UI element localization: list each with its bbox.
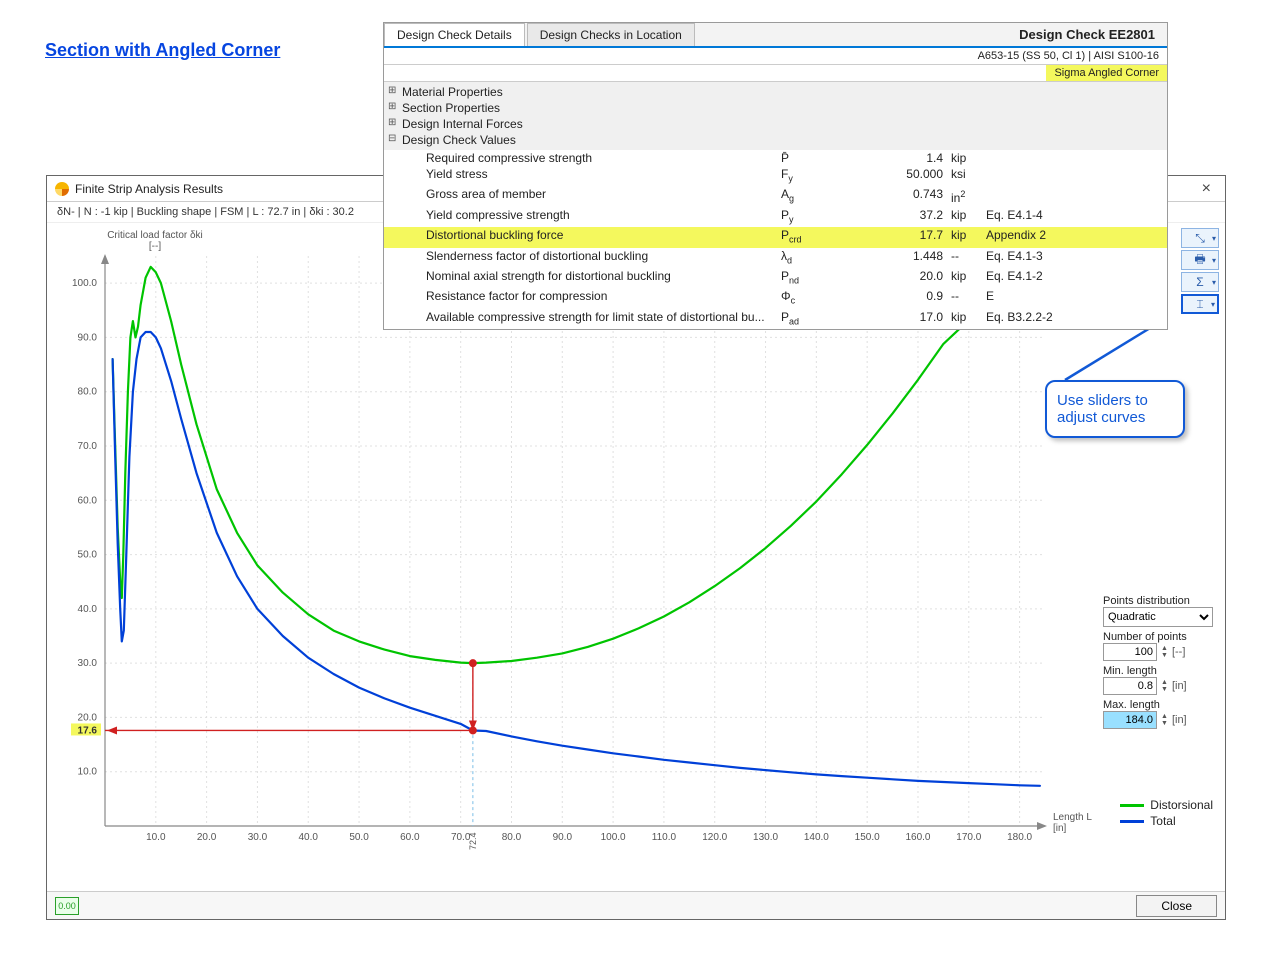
svg-text:170.0: 170.0 bbox=[956, 832, 981, 843]
svg-text:30.0: 30.0 bbox=[248, 832, 268, 843]
svg-text:100.0: 100.0 bbox=[72, 278, 97, 289]
svg-text:70.0: 70.0 bbox=[78, 441, 98, 452]
svg-text:90.0: 90.0 bbox=[553, 832, 573, 843]
svg-text:Critical load factor δki: Critical load factor δki bbox=[107, 230, 203, 241]
value-row: Available compressive strength for limit… bbox=[384, 309, 1167, 329]
svg-text:120.0: 120.0 bbox=[702, 832, 727, 843]
value-row: Required compressive strengthP̄1.4kip bbox=[384, 150, 1167, 166]
meta-shape: Sigma Angled Corner bbox=[1046, 65, 1167, 81]
dc-tabs: Design Check Details Design Checks in Lo… bbox=[384, 23, 1167, 48]
svg-text:90.0: 90.0 bbox=[78, 332, 98, 343]
value-row: Distortional buckling forcePcrd17.7kipAp… bbox=[384, 227, 1167, 247]
svg-text:20.0: 20.0 bbox=[197, 832, 217, 843]
meta-norm: A653-15 (SS 50, Cl 1) | AISI S100-16 bbox=[970, 48, 1167, 64]
svg-text:60.0: 60.0 bbox=[400, 832, 420, 843]
svg-text:40.0: 40.0 bbox=[299, 832, 319, 843]
value-row: Gross area of memberAg0.743in2 bbox=[384, 186, 1167, 206]
dist-label: Points distribution bbox=[1103, 595, 1213, 607]
chart-title: Finite Strip Analysis Results bbox=[75, 182, 223, 196]
print-icon[interactable]: 🖶▾ bbox=[1181, 250, 1219, 270]
svg-text:50.0: 50.0 bbox=[349, 832, 369, 843]
zoom-indicator[interactable]: 0.00 bbox=[55, 897, 79, 915]
svg-text:80.0: 80.0 bbox=[78, 387, 98, 398]
minl-unit: [in] bbox=[1172, 680, 1187, 692]
legend-item: Total bbox=[1120, 814, 1213, 828]
fsa-icon bbox=[55, 182, 69, 196]
dc-meta: A653-15 (SS 50, Cl 1) | AISI S100-16 bbox=[384, 48, 1167, 65]
npts-label: Number of points bbox=[1103, 631, 1213, 643]
axes-icon[interactable]: ⤡▾ bbox=[1181, 228, 1219, 248]
npts-stepper[interactable]: ▲▼ bbox=[1161, 645, 1168, 659]
dc-values: Required compressive strengthP̄1.4kipYie… bbox=[384, 150, 1167, 329]
close-icon[interactable]: × bbox=[1196, 180, 1217, 198]
svg-text:[--]: [--] bbox=[149, 241, 161, 252]
svg-text:10.0: 10.0 bbox=[146, 832, 166, 843]
svg-text:100.0: 100.0 bbox=[601, 832, 626, 843]
svg-text:150.0: 150.0 bbox=[855, 832, 880, 843]
minl-input[interactable] bbox=[1103, 677, 1157, 695]
value-row: Yield stressFy50.000ksi bbox=[384, 166, 1167, 186]
section-heading-link[interactable]: Section with Angled Corner bbox=[45, 40, 280, 61]
maxl-stepper[interactable]: ▲▼ bbox=[1161, 713, 1168, 727]
chart-footer: 0.00 Close bbox=[47, 891, 1225, 919]
npts-input[interactable] bbox=[1103, 643, 1157, 661]
minl-stepper[interactable]: ▲▼ bbox=[1161, 679, 1168, 693]
svg-text:80.0: 80.0 bbox=[502, 832, 522, 843]
value-row: Resistance factor for compressionΦc0.9--… bbox=[384, 288, 1167, 308]
right-icon-strip: ⤡▾🖶▾Σ▾⌶▾ bbox=[1181, 228, 1219, 314]
dc-tree: Material PropertiesSection PropertiesDes… bbox=[384, 82, 1167, 150]
svg-text:140.0: 140.0 bbox=[804, 832, 829, 843]
sliders-icon[interactable]: ⌶▾ bbox=[1181, 294, 1219, 314]
value-row: Nominal axial strength for distortional … bbox=[384, 268, 1167, 288]
svg-text:10.0: 10.0 bbox=[78, 767, 98, 778]
svg-text:20.0: 20.0 bbox=[78, 712, 98, 723]
tab-design-check-details[interactable]: Design Check Details bbox=[384, 23, 525, 46]
dist-select[interactable]: Quadratic bbox=[1103, 607, 1213, 627]
svg-text:30.0: 30.0 bbox=[78, 658, 98, 669]
tree-row[interactable]: Material Properties bbox=[384, 84, 1167, 100]
design-check-panel: Design Check Details Design Checks in Lo… bbox=[383, 22, 1168, 330]
minl-label: Min. length bbox=[1103, 665, 1213, 677]
svg-text:72.4: 72.4 bbox=[468, 832, 478, 850]
value-row: Slenderness factor of distortional buckl… bbox=[384, 248, 1167, 268]
svg-text:[in]: [in] bbox=[1053, 823, 1067, 834]
tree-row[interactable]: Section Properties bbox=[384, 100, 1167, 116]
legend: Distorsional Total bbox=[1120, 796, 1213, 830]
close-button[interactable]: Close bbox=[1136, 895, 1217, 917]
npts-unit: [--] bbox=[1172, 646, 1185, 658]
maxl-input[interactable] bbox=[1103, 711, 1157, 729]
legend-item: Distorsional bbox=[1120, 798, 1213, 812]
svg-text:110.0: 110.0 bbox=[652, 832, 677, 843]
svg-text:130.0: 130.0 bbox=[753, 832, 778, 843]
tab-design-checks-location[interactable]: Design Checks in Location bbox=[527, 23, 695, 46]
maxl-label: Max. length bbox=[1103, 699, 1213, 711]
value-row: Yield compressive strengthPy37.2kipEq. E… bbox=[384, 207, 1167, 227]
callout-tip: Use sliders to adjust curves bbox=[1045, 380, 1185, 438]
svg-text:180.0: 180.0 bbox=[1007, 832, 1032, 843]
svg-text:60.0: 60.0 bbox=[78, 495, 98, 506]
svg-text:160.0: 160.0 bbox=[905, 832, 930, 843]
side-controls: Points distribution Quadratic Number of … bbox=[1103, 591, 1213, 729]
dc-meta2: Sigma Angled Corner bbox=[384, 65, 1167, 82]
svg-text:40.0: 40.0 bbox=[78, 604, 98, 615]
svg-text:50.0: 50.0 bbox=[78, 550, 98, 561]
design-check-title: Design Check EE2801 bbox=[1007, 23, 1167, 46]
sum-icon[interactable]: Σ▾ bbox=[1181, 272, 1219, 292]
maxl-unit: [in] bbox=[1172, 714, 1187, 726]
svg-text:17.6: 17.6 bbox=[78, 725, 98, 736]
tree-row[interactable]: Design Internal Forces bbox=[384, 116, 1167, 132]
tree-row[interactable]: Design Check Values bbox=[384, 132, 1167, 148]
svg-text:Length L: Length L bbox=[1053, 812, 1092, 823]
